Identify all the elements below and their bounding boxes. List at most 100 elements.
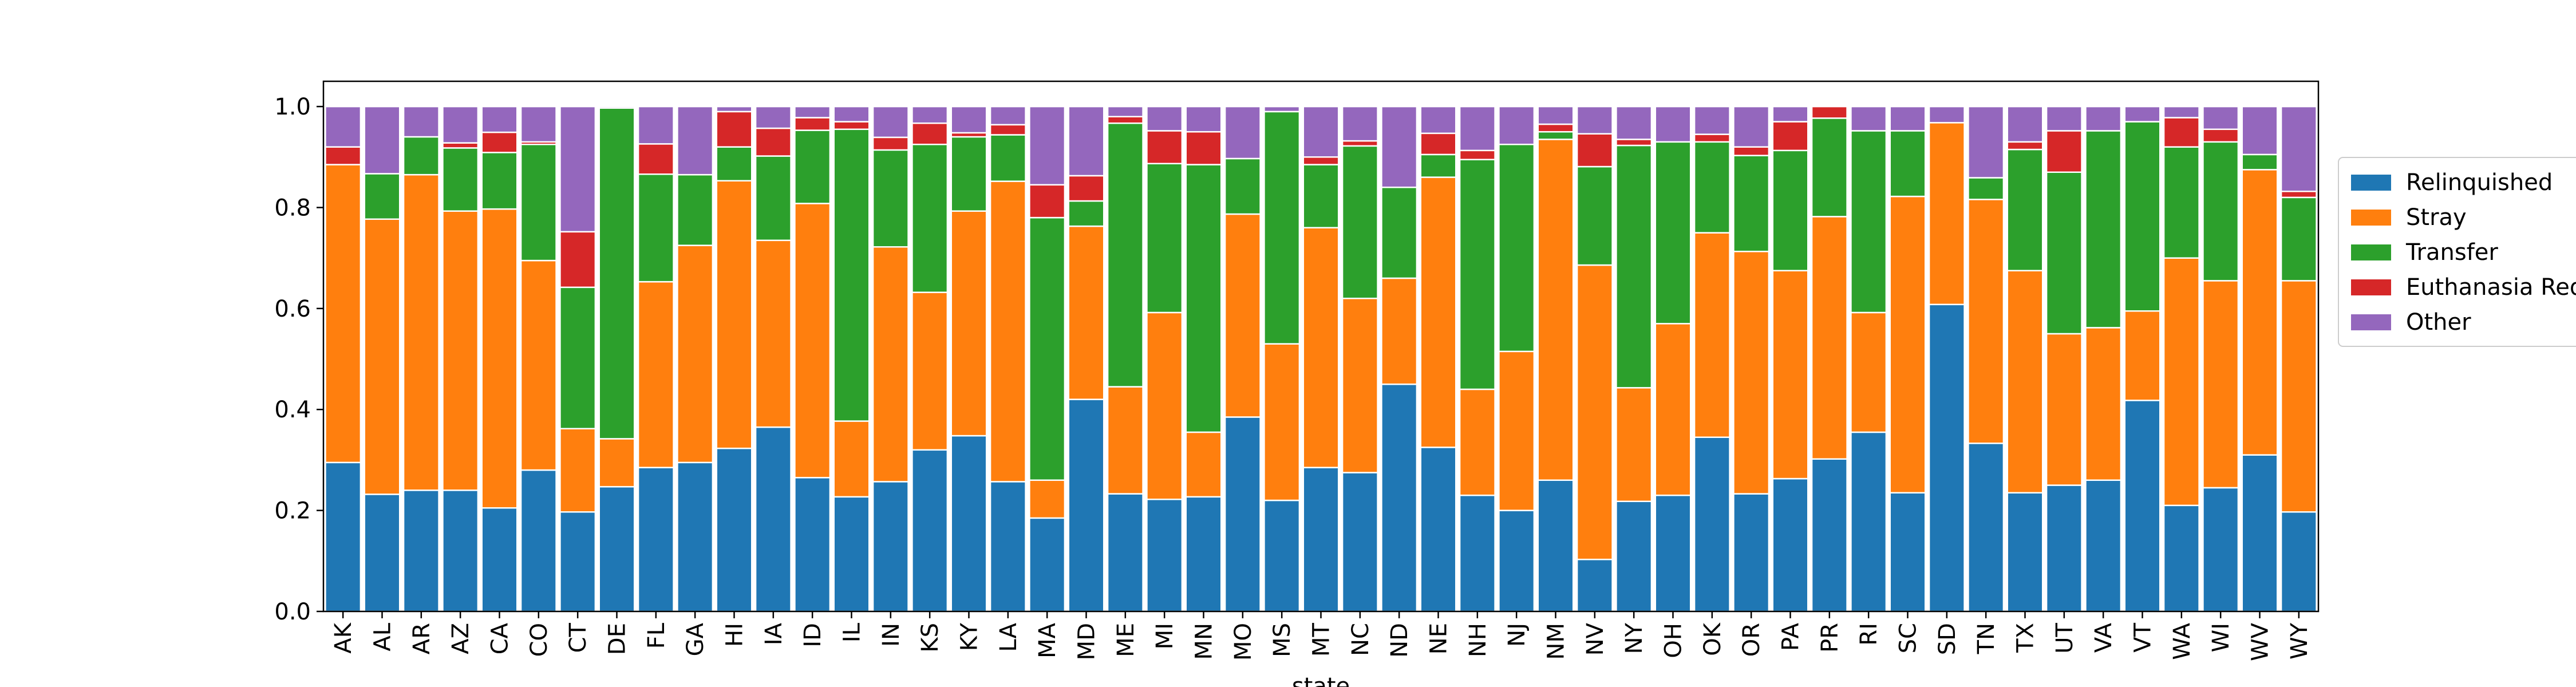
- x-tick-label-in: IN: [878, 623, 904, 647]
- bar-wy-relinquished: [2280, 511, 2317, 613]
- x-tick-label-mt: MT: [1309, 622, 1335, 657]
- bar-mn-relinquished: [1185, 496, 1222, 613]
- legend-box: [2338, 157, 2576, 347]
- x-tick-label-sc: SC: [1895, 623, 1922, 653]
- bar-mn-euthanasia-requested: [1185, 131, 1222, 165]
- bar-ri-relinquished: [1850, 431, 1887, 613]
- bar-pa-relinquished: [1772, 477, 1809, 613]
- y-tick-label: 1.0: [274, 94, 311, 120]
- bar-ok-stray: [1693, 232, 1730, 438]
- bar-vt-other: [2124, 105, 2161, 123]
- bar-mo-transfer: [1224, 157, 1261, 215]
- bar-al-other: [364, 105, 401, 175]
- bar-nm-euthanasia-requested: [1537, 123, 1574, 133]
- bar-la-stray: [989, 180, 1026, 483]
- bar-va-relinquished: [2085, 479, 2122, 613]
- legend-label-relinquished: Relinquished: [2406, 169, 2553, 196]
- bar-in-euthanasia-requested: [872, 136, 909, 151]
- bar-pr-stray: [1811, 216, 1848, 460]
- bar-az-stray: [442, 210, 479, 491]
- legend-swatch-relinquished: [2351, 175, 2391, 191]
- x-tick-label-ma: MA: [1034, 622, 1061, 658]
- bar-hi-relinquished: [716, 447, 753, 613]
- bar-sd-relinquished: [1928, 303, 1965, 613]
- bar-de-stray: [598, 438, 635, 488]
- bar-la-transfer: [989, 134, 1026, 182]
- x-tick-label-md: MD: [1074, 623, 1100, 660]
- bar-ms-relinquished: [1263, 499, 1301, 613]
- bar-al-stray: [364, 218, 401, 495]
- bar-fl-euthanasia-requested: [637, 143, 674, 175]
- bar-in-stray: [872, 246, 909, 483]
- bars-layer: [325, 105, 2317, 613]
- bar-wa-other: [2163, 105, 2200, 119]
- bar-ok-other: [1693, 105, 1730, 135]
- bar-sd-stray: [1928, 122, 1965, 306]
- bar-al-transfer: [364, 173, 401, 220]
- x-tick-label-ky: KY: [957, 622, 983, 651]
- bar-ok-transfer: [1693, 141, 1730, 234]
- x-tick-label-ut: UT: [2052, 622, 2078, 653]
- x-tick-label-me: ME: [1113, 623, 1139, 657]
- bar-ks-transfer: [911, 143, 949, 293]
- bar-id-relinquished: [794, 477, 831, 613]
- x-tick-label-ga: GA: [682, 622, 709, 656]
- bar-id-other: [794, 105, 831, 119]
- bar-hi-stray: [716, 180, 753, 449]
- x-tick-label-ct: CT: [565, 622, 591, 653]
- bar-md-other: [1068, 105, 1105, 177]
- bar-wa-transfer: [2163, 146, 2200, 259]
- bar-ks-stray: [911, 291, 949, 451]
- bar-ma-other: [1029, 105, 1066, 186]
- bar-nv-relinquished: [1576, 558, 1613, 613]
- bar-ky-relinquished: [950, 435, 987, 613]
- legend: Relinquished Stray Transfer Euthanasia Requ…: [2338, 157, 2576, 347]
- bar-mi-transfer: [1146, 163, 1183, 314]
- bar-il-euthanasia-requested: [833, 121, 870, 131]
- bar-ri-other: [1850, 105, 1887, 132]
- bar-nh-other: [1459, 105, 1496, 152]
- x-tick-label-la: LA: [995, 622, 1022, 652]
- x-tick-label-ny: NY: [1621, 622, 1647, 654]
- bar-mn-stray: [1185, 431, 1222, 498]
- bar-mi-stray: [1146, 311, 1183, 500]
- bar-sc-other: [1889, 105, 1926, 132]
- bar-id-euthanasia-requested: [794, 117, 831, 131]
- bar-wv-transfer: [2241, 153, 2278, 171]
- bar-az-euthanasia-requested: [442, 142, 479, 149]
- bar-or-other: [1733, 105, 1770, 148]
- bar-ky-stray: [950, 210, 987, 437]
- bar-mn-transfer: [1185, 164, 1222, 433]
- bar-tn-transfer: [1967, 177, 2005, 200]
- bar-co-stray: [520, 259, 557, 471]
- x-tick-label-nm: NM: [1543, 623, 1570, 660]
- x-tick-label-sd: SD: [1934, 623, 1961, 655]
- bar-az-transfer: [442, 147, 479, 212]
- bar-ca-relinquished: [481, 507, 518, 613]
- bar-sc-relinquished: [1889, 492, 1926, 613]
- bar-wi-transfer: [2202, 141, 2239, 282]
- bar-ca-euthanasia-requested: [481, 131, 518, 153]
- bar-or-transfer: [1733, 155, 1770, 252]
- bar-ut-relinquished: [2045, 484, 2083, 613]
- bar-nc-other: [1341, 105, 1378, 142]
- x-tick-label-wy: WY: [2286, 622, 2313, 660]
- legend-swatch-euthanasia-requested: [2351, 279, 2391, 295]
- bar-tn-other: [1967, 105, 2005, 179]
- bar-nc-stray: [1341, 297, 1378, 473]
- legend-label-euthanasia-requested: Euthanasia Requested: [2406, 274, 2576, 301]
- bar-wy-other: [2280, 105, 2317, 192]
- bar-tx-stray: [2006, 270, 2044, 493]
- bar-wa-euthanasia-requested: [2163, 117, 2200, 148]
- bar-nd-transfer: [1381, 186, 1418, 279]
- x-tick-label-nh: NH: [1465, 623, 1491, 657]
- bar-fl-relinquished: [637, 467, 674, 613]
- x-tick-label-il: IL: [839, 622, 866, 642]
- bar-wv-stray: [2241, 169, 2278, 456]
- bar-hi-transfer: [716, 146, 753, 181]
- bar-oh-relinquished: [1654, 494, 1692, 613]
- bar-ok-euthanasia-requested: [1693, 133, 1730, 143]
- bar-ct-euthanasia-requested: [559, 231, 596, 289]
- bar-ma-relinquished: [1029, 517, 1066, 613]
